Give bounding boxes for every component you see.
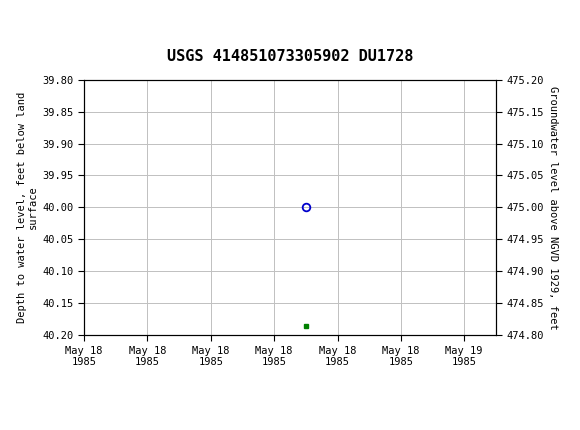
Y-axis label: Depth to water level, feet below land
surface: Depth to water level, feet below land su…: [17, 92, 38, 323]
Text: ≡USGS: ≡USGS: [6, 8, 88, 28]
Text: USGS 414851073305902 DU1728: USGS 414851073305902 DU1728: [167, 49, 413, 64]
Y-axis label: Groundwater level above NGVD 1929, feet: Groundwater level above NGVD 1929, feet: [548, 86, 558, 329]
